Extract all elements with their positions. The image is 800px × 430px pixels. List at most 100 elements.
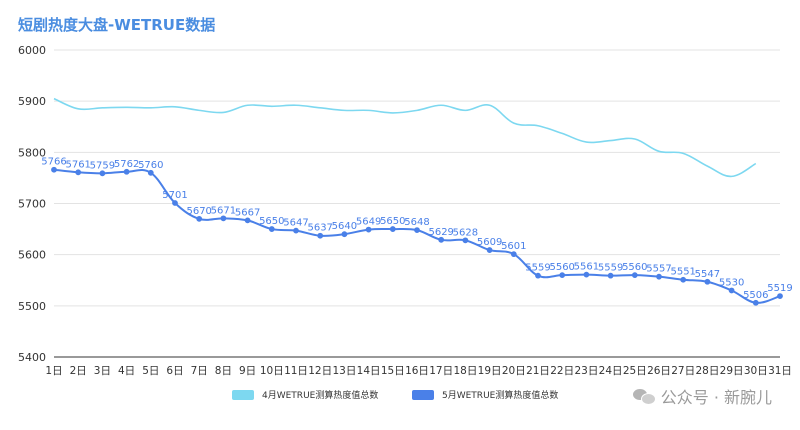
data-label: 5559 <box>598 263 623 274</box>
y-tick-label: 5600 <box>18 249 46 262</box>
data-point <box>51 166 57 173</box>
x-tick-label: 17日 <box>429 365 453 377</box>
x-tick-label: 7日 <box>191 365 208 377</box>
data-point <box>293 227 299 234</box>
data-point <box>268 226 275 232</box>
data-label: 5670 <box>186 206 211 217</box>
data-point <box>752 299 759 306</box>
data-point <box>777 293 783 300</box>
x-tick-label: 11日 <box>284 365 308 377</box>
x-tick-label: 30日 <box>744 365 768 377</box>
data-point <box>365 226 372 233</box>
data-label: 5649 <box>356 217 381 228</box>
data-label: 5650 <box>380 216 405 227</box>
x-tick-label: 28日 <box>695 365 719 377</box>
y-tick-label: 5400 <box>18 351 46 364</box>
x-tick-label: 4日 <box>118 365 135 377</box>
data-label: 5628 <box>453 227 478 238</box>
data-label: 5759 <box>90 160 115 171</box>
data-point <box>123 168 130 175</box>
x-tick-label: 24日 <box>599 365 623 377</box>
data-label: 5760 <box>138 160 163 171</box>
data-label: 5547 <box>695 269 720 280</box>
x-tick-label: 8日 <box>215 365 232 377</box>
legend: 4月WETRUE测算热度值总数 5月WETRUE测算热度值总数 <box>0 388 800 406</box>
x-tick-label: 19日 <box>478 365 502 377</box>
data-point <box>583 271 590 278</box>
data-point <box>559 272 566 279</box>
legend-label-april: 4月WETRUE测算热度值总数 <box>262 391 379 401</box>
data-point <box>341 231 348 238</box>
data-label: 5601 <box>501 241 526 252</box>
data-label: 5530 <box>719 277 744 288</box>
legend-item-may[interactable]: 5月WETRUE测算热度值总数 <box>412 388 558 401</box>
x-tick-label: 13日 <box>332 365 356 377</box>
legend-swatch-may <box>412 389 434 400</box>
data-point <box>389 226 396 232</box>
data-label: 5559 <box>525 263 550 274</box>
y-tick-label: 5700 <box>18 198 46 211</box>
data-point <box>244 217 251 224</box>
data-point <box>510 251 517 258</box>
data-label: 5650 <box>259 216 284 227</box>
x-tick-label: 9日 <box>239 365 256 377</box>
data-label: 5640 <box>332 221 357 232</box>
y-tick-label: 5800 <box>18 146 46 159</box>
data-label: 5648 <box>404 217 429 228</box>
data-label: 5637 <box>307 223 332 234</box>
watermark: 公众号 · 新腕儿 <box>632 384 772 408</box>
data-point <box>704 278 711 285</box>
data-label: 5766 <box>41 157 66 168</box>
x-tick-label: 12日 <box>308 365 332 377</box>
legend-label-may: 5月WETRUE测算热度值总数 <box>442 391 559 401</box>
x-tick-label: 6日 <box>166 365 183 377</box>
data-label: 5667 <box>235 207 260 218</box>
data-label: 5761 <box>65 159 90 170</box>
y-tick-label: 5900 <box>18 95 46 108</box>
x-tick-label: 16日 <box>405 365 429 377</box>
data-label: 5671 <box>211 205 236 216</box>
data-point <box>535 272 541 279</box>
data-point <box>728 287 735 294</box>
data-label: 5647 <box>283 218 308 229</box>
y-tick-label: 6000 <box>18 44 46 57</box>
x-tick-label: 25日 <box>623 365 647 377</box>
data-point <box>172 200 178 206</box>
x-tick-label: 29日 <box>720 365 744 377</box>
x-tick-label: 15日 <box>381 365 405 377</box>
x-tick-label: 2日 <box>70 365 87 377</box>
data-label: 5551 <box>670 267 695 278</box>
data-point <box>414 227 420 234</box>
legend-item-april[interactable]: 4月WETRUE测算热度值总数 <box>232 388 378 401</box>
x-tick-label: 3日 <box>94 365 111 377</box>
x-tick-label: 21日 <box>526 365 550 377</box>
data-label: 5557 <box>646 264 671 275</box>
x-tick-label: 1日 <box>45 365 62 377</box>
data-label: 5506 <box>743 290 768 301</box>
data-point <box>462 237 469 244</box>
data-label: 5561 <box>574 262 599 273</box>
data-point <box>631 272 638 279</box>
watermark-text: 公众号 · 新腕儿 <box>660 388 772 407</box>
chart-title: 短剧热度大盘-WETRUE数据 <box>18 16 216 34</box>
x-tick-label: 20日 <box>502 365 526 377</box>
data-point <box>196 215 203 222</box>
legend-swatch-april <box>232 389 254 400</box>
x-tick-label: 22日 <box>550 365 574 377</box>
data-point <box>680 276 687 283</box>
data-point <box>486 247 493 253</box>
data-point <box>147 169 154 176</box>
data-label: 5560 <box>622 262 647 273</box>
data-point <box>656 273 662 280</box>
data-point <box>220 215 227 222</box>
series-line-april <box>53 97 757 178</box>
x-tick-label: 5日 <box>142 365 159 377</box>
x-tick-label: 14日 <box>357 365 381 377</box>
y-tick-label: 5500 <box>18 300 46 313</box>
x-tick-label: 18日 <box>453 365 477 377</box>
data-label: 5701 <box>162 190 187 201</box>
data-point <box>75 169 82 176</box>
x-tick-label: 23日 <box>574 365 598 377</box>
data-label: 5629 <box>428 227 453 238</box>
